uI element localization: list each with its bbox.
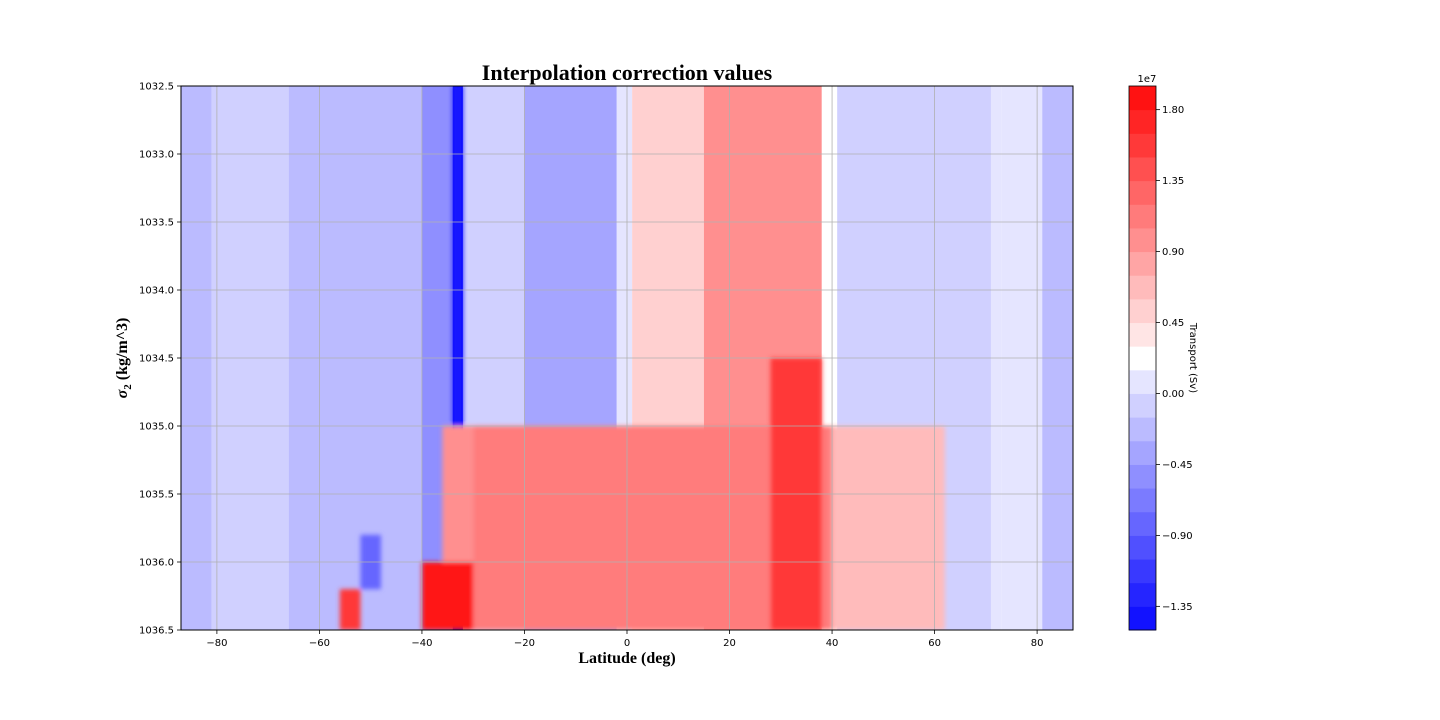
y-tick-label: 1035.5 <box>139 490 174 501</box>
x-tick-label: 40 <box>826 638 839 649</box>
colorbar-swatch <box>1129 346 1156 371</box>
colorbar: −1.35−0.90−0.450.000.450.901.351.80 1e7 … <box>1128 74 1198 631</box>
colorbar-offset-text: 1e7 <box>1138 74 1157 85</box>
colorbar-tick-label: 1.80 <box>1162 105 1184 116</box>
colorbar-swatch <box>1129 393 1156 418</box>
field-feature <box>452 86 463 426</box>
chart-title: Interpolation correction values <box>482 60 773 85</box>
x-tick-label: −20 <box>514 638 535 649</box>
x-tick-label: 60 <box>928 638 941 649</box>
x-tick-label: −80 <box>206 638 227 649</box>
y-tick-label: 1033.5 <box>139 218 174 229</box>
y-axis-label: σ2 (kg/m^3) <box>114 318 134 399</box>
colorbar-tick-label: 1.35 <box>1162 176 1184 187</box>
colorbar-swatch <box>1129 251 1156 276</box>
colorbar-swatch <box>1129 440 1156 465</box>
y-axis-label-symbol: σ <box>114 389 131 398</box>
colorbar-tick-label: 0.90 <box>1162 247 1184 258</box>
x-tick-label: 20 <box>723 638 736 649</box>
colorbar-tick-label: 0.00 <box>1162 389 1184 400</box>
colorbar-swatch <box>1129 322 1156 347</box>
y-tick-label: 1032.5 <box>139 82 174 93</box>
field-feature <box>421 562 474 630</box>
colorbar-swatch <box>1129 369 1156 394</box>
colorbar-swatch <box>1129 275 1156 300</box>
field-feature <box>339 589 361 630</box>
colorbar-swatch <box>1129 180 1156 205</box>
colorbar-swatch <box>1129 582 1156 607</box>
x-axis-label: Latitude (deg) <box>578 650 675 667</box>
field-feature <box>832 426 945 630</box>
colorbar-tick-label: 0.45 <box>1162 318 1184 329</box>
grid-lines <box>181 85 1073 631</box>
colorbar-ticks: −1.35 −0.90 −0.45 0.00 0.45 0.90 1.35 1.80 <box>1156 105 1193 613</box>
y-tick-label: 1036.5 <box>139 626 174 637</box>
x-axis: −80 −60 −40 −20 0 20 40 60 80 <box>206 630 1043 649</box>
colorbar-swatch <box>1129 227 1156 253</box>
y-tick-label: 1035.0 <box>139 422 174 433</box>
colorbar-swatch <box>1129 559 1156 584</box>
colorbar-swatch <box>1129 156 1156 182</box>
colorbar-swatch <box>1129 606 1156 631</box>
colorbar-swatch <box>1129 86 1156 111</box>
colorbar-frame <box>1128 85 1157 631</box>
colorbar-swatch <box>1129 109 1156 134</box>
colorbar-swatch <box>1129 298 1156 324</box>
colorbar-swatches <box>1129 86 1156 631</box>
x-tick-label: −60 <box>309 638 330 649</box>
colorbar-swatch <box>1129 511 1156 536</box>
colorbar-tick-label: −0.90 <box>1162 531 1193 542</box>
x-tick-label: 80 <box>1031 638 1044 649</box>
colorbar-swatch <box>1129 133 1156 158</box>
colorbar-swatch <box>1129 417 1156 442</box>
x-tick-label: −40 <box>411 638 432 649</box>
y-tick-label: 1034.0 <box>139 286 174 297</box>
colorbar-swatch <box>1129 464 1156 489</box>
y-tick-label: 1036.0 <box>139 558 174 569</box>
colorbar-swatch <box>1129 488 1156 513</box>
x-tick-label: 0 <box>624 638 630 649</box>
colorbar-label: Transport (Sv) <box>1187 322 1198 393</box>
colorbar-swatch <box>1129 204 1156 229</box>
y-tick-label: 1033.0 <box>139 150 174 161</box>
field-features <box>339 86 945 630</box>
plot-area: −80 −60 −40 −20 0 20 40 60 80 1032.5 1033.0 1033.5… <box>139 82 1074 649</box>
y-axis-label-units: (kg/m^3) <box>114 318 131 381</box>
y-axis-label-subscript: 2 <box>122 384 134 390</box>
colorbar-tick-label: −1.35 <box>1162 602 1193 613</box>
y-axis: 1032.5 1033.0 1033.5 1034.0 1034.5 1035.0 1035… <box>139 82 181 637</box>
colorbar-swatch <box>1129 535 1156 560</box>
y-tick-label: 1034.5 <box>139 354 174 365</box>
colorbar-tick-label: −0.45 <box>1162 460 1193 471</box>
